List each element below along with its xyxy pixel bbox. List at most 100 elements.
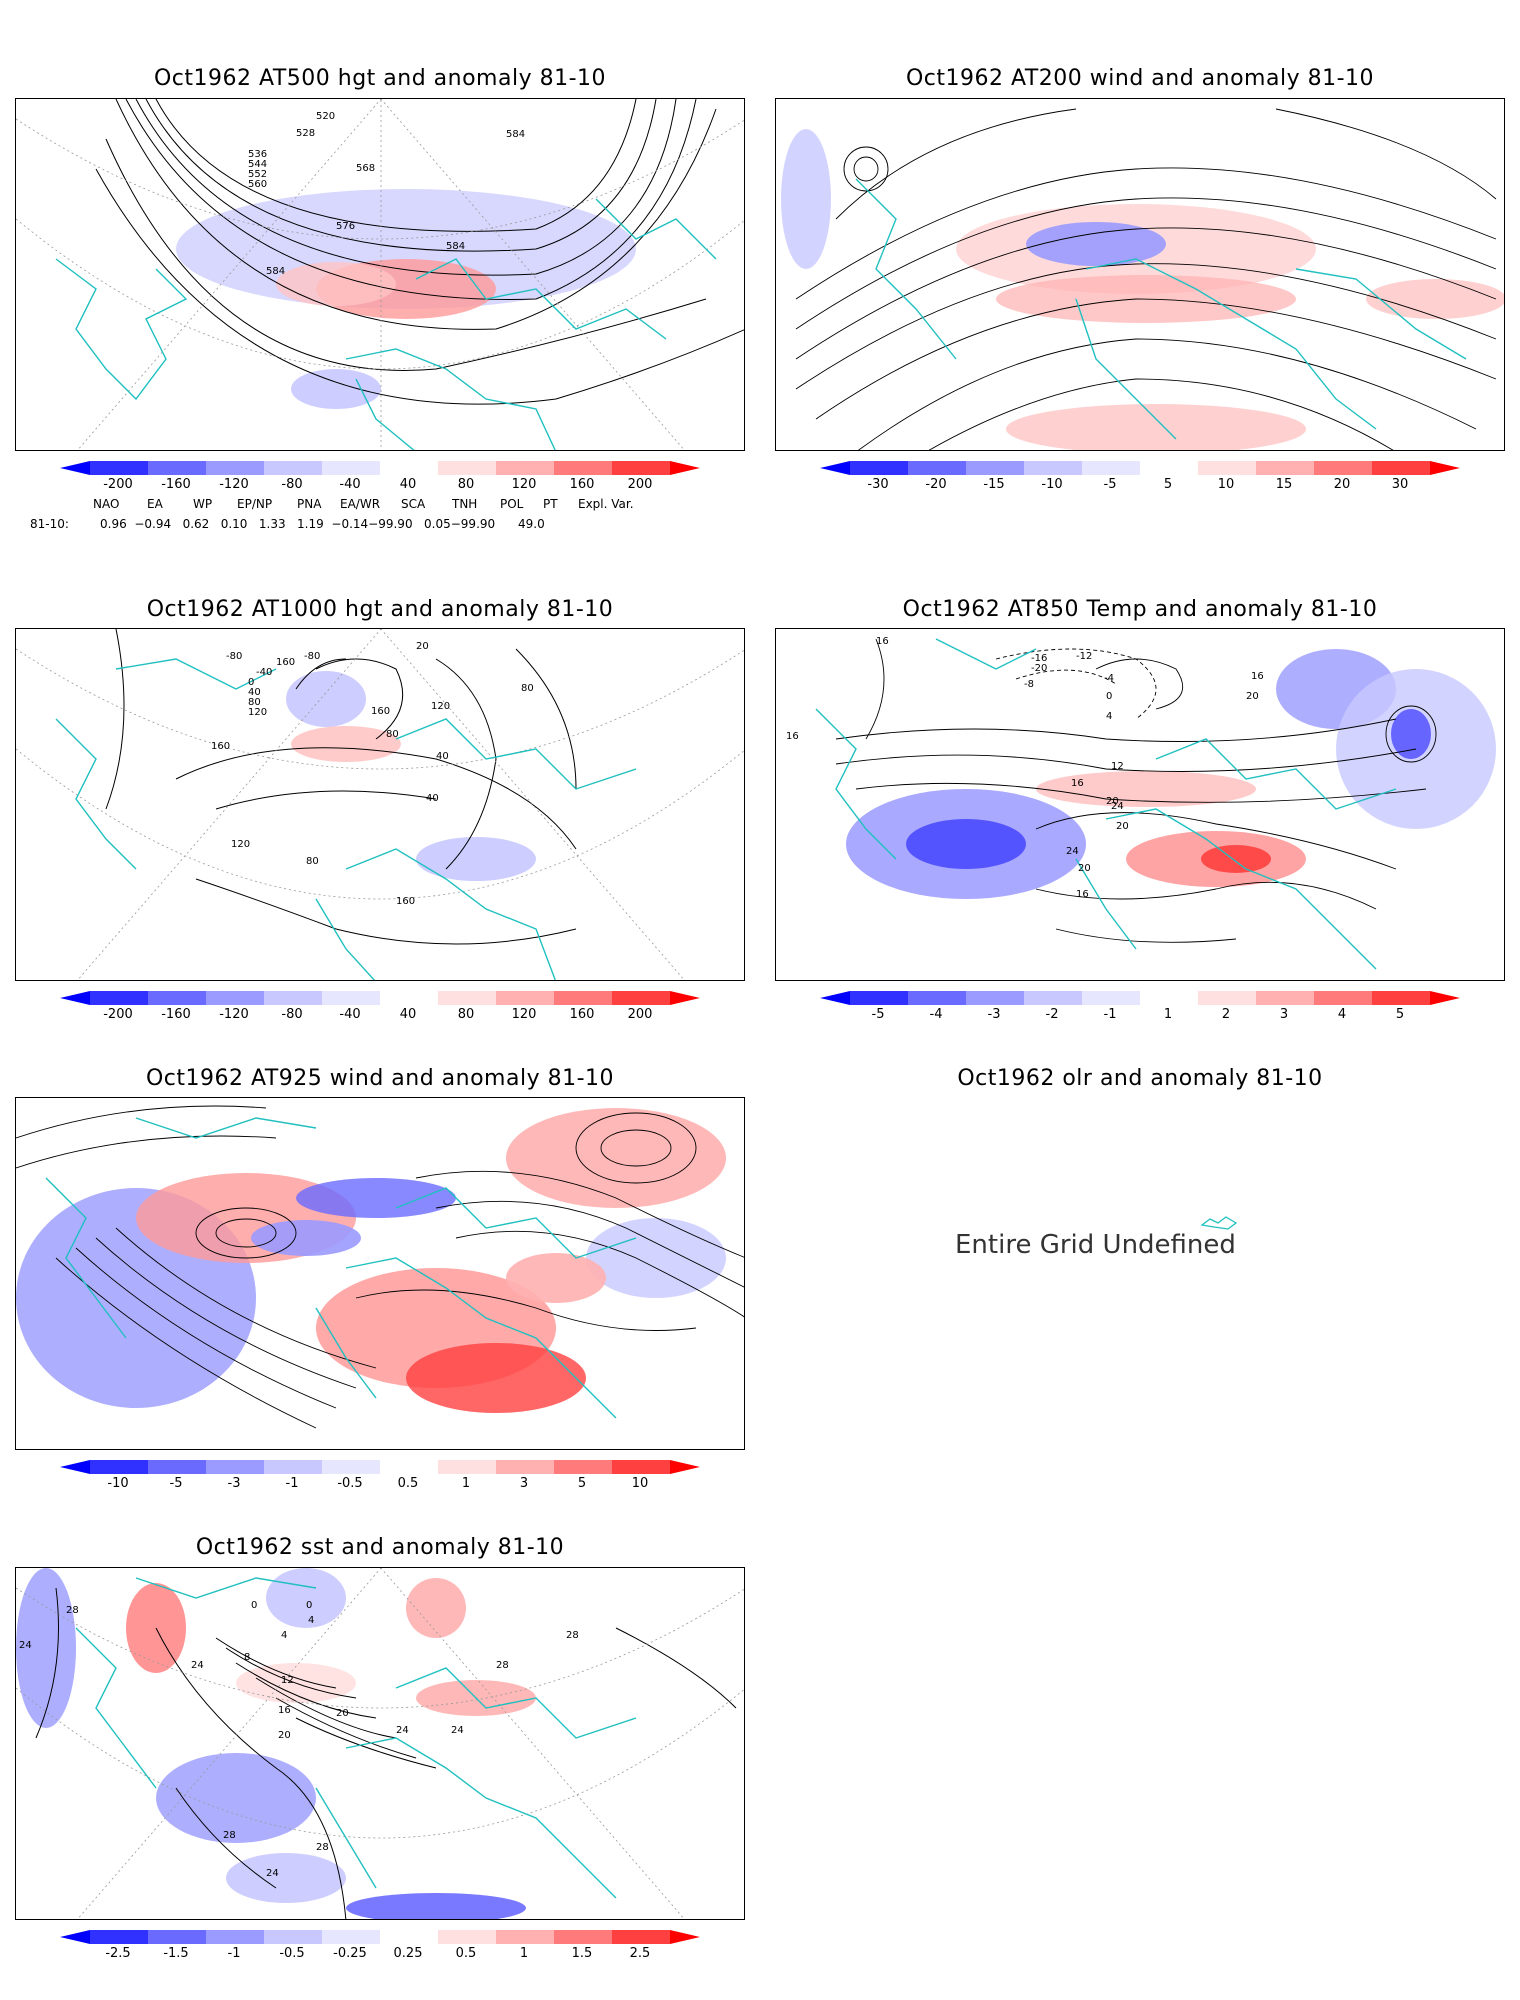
cbar-label: 30 [1391,477,1409,492]
contour-label: 40 [436,751,449,762]
cbar-label: 1 [1163,1007,1173,1022]
panel-title-at850: Oct1962 AT850 Temp and anomaly 81-10 [902,597,1378,622]
contour-label: 40 [426,793,439,804]
tele-header-eawr: EA/WR [340,497,381,511]
cbar-label: -120 [219,477,249,492]
colorbar-at500 [60,460,700,475]
contour-label: -80 [226,651,242,662]
cbar-label: 2 [1221,1007,1231,1022]
contour-label: 0 [251,1600,257,1611]
contour-label: 24 [266,1868,279,1879]
contour-label: 528 [296,128,315,139]
map-at1000: -80 -40 0 40 80 120 160 160 160 120 80 40 80 40 120 160… [15,628,745,981]
cbar-label: -15 [983,477,1005,492]
cbar-label: 5 [1163,477,1173,492]
contour-label: 80 [386,729,399,740]
contour-label: 20 [416,641,429,652]
cbar-label: 1.5 [571,1946,593,1961]
contour-label: 4 [281,1630,287,1641]
map-sst-plot: 28 24 24 0 0 4 4 8 12 16 20 24 28 28 28 24 20 28 24 [16,1568,744,1919]
contour-label: 24 [191,1660,204,1671]
contour-label: 160 [211,741,230,752]
cbar-label: -1 [1103,1007,1117,1022]
colorbar-at200-swatches [820,461,1460,475]
contour-label: 20 [336,1708,349,1719]
cbar-label: 10 [1217,477,1235,492]
cbar-label: -5 [871,1007,885,1022]
tele-header-pol: POL [500,497,524,511]
cbar-label: 80 [457,477,475,492]
cbar-label: -1 [285,1476,299,1491]
map-at925-plot [16,1105,744,1429]
contour-label: 20 [1078,863,1091,874]
cbar-label: -1 [227,1946,241,1961]
contour-label: 560 [248,179,267,190]
cbar-label: 120 [511,477,537,492]
tele-row-values: 0.96 −0.94 0.62 0.10 1.33 1.19 −0.14−99.… [100,517,545,531]
contour-label: 160 [371,706,390,717]
contour-label: 16 [1071,778,1084,789]
contour-label: 16 [1076,889,1089,900]
contour-label: 80 [306,856,319,867]
contour-label: 16 [876,636,889,647]
contour-label: 584 [446,241,465,252]
panel-title-olr: Oct1962 olr and anomaly 81-10 [957,1066,1323,1091]
contour-label: 12 [281,1675,294,1686]
cbar-label: -2.5 [105,1946,131,1961]
colorbar-at850-swatches [820,991,1460,1005]
cbar-label: -40 [339,477,361,492]
contour-label: 584 [506,129,525,140]
contour-label: 24 [1066,846,1079,857]
cbar-label: 80 [457,1007,475,1022]
olr-greenland-glyph [1200,1216,1238,1230]
cbar-label: 10 [631,1476,649,1491]
contour-label: -40 [256,667,272,678]
panel-title-sst: Oct1962 sst and anomaly 81-10 [195,1535,565,1560]
contour-label: 28 [66,1605,79,1616]
contour-label: 120 [248,707,267,718]
cbar-label: -160 [161,1007,191,1022]
olr-undefined-message: Entire Grid Undefined [955,1230,1236,1260]
contour-label: 28 [223,1830,236,1841]
colorbar-sst [60,1929,700,1944]
contour-label: 80 [521,683,534,694]
contour-label: 20 [1246,691,1259,702]
cbar-label: 0.25 [393,1946,423,1961]
cbar-label: -40 [339,1007,361,1022]
cbar-label: -160 [161,477,191,492]
cbar-label: 2.5 [629,1946,651,1961]
cbar-label: -1.5 [163,1946,189,1961]
contour-label: 20 [1106,796,1119,807]
tele-header-wp: WP [193,497,213,511]
cbar-label: 0.5 [397,1476,419,1491]
cbar-label: -3 [987,1007,1001,1022]
map-at925 [15,1097,745,1450]
map-at850: 16 -16 -12 -20 -8 -4 0 4 12 16 20 24 20 24 20 16 20 16 16 [775,628,1505,981]
contour-label: 160 [276,657,295,668]
colorbar-at925-swatches [60,1460,700,1474]
cbar-label: -20 [925,477,947,492]
contour-label: 520 [316,111,335,122]
cbar-label: 1 [519,1946,529,1961]
contour-label: 28 [496,1660,509,1671]
contour-label: 20 [1116,821,1129,832]
colorbar-sst-swatches [60,1930,700,1944]
cbar-label: -0.5 [337,1476,363,1491]
cbar-label: -3 [227,1476,241,1491]
cbar-label: 200 [627,477,653,492]
contour-label: 576 [336,221,355,232]
contour-label: 24 [396,1725,409,1736]
cbar-label: 160 [569,1007,595,1022]
map-at500: 520 528 536 544 552 560 568 576 584 584 584 [15,98,745,451]
contour-label: 16 [278,1705,291,1716]
panel-title-at200: Oct1962 AT200 wind and anomaly 81-10 [905,66,1375,91]
cbar-label: -4 [929,1007,943,1022]
contour-label: 4 [308,1615,314,1626]
cbar-label: -30 [867,477,889,492]
contour-label: 0 [306,1600,312,1611]
cbar-label: -5 [1103,477,1117,492]
contour-label: 0 [248,677,254,688]
colorbar-at200 [820,460,1460,475]
